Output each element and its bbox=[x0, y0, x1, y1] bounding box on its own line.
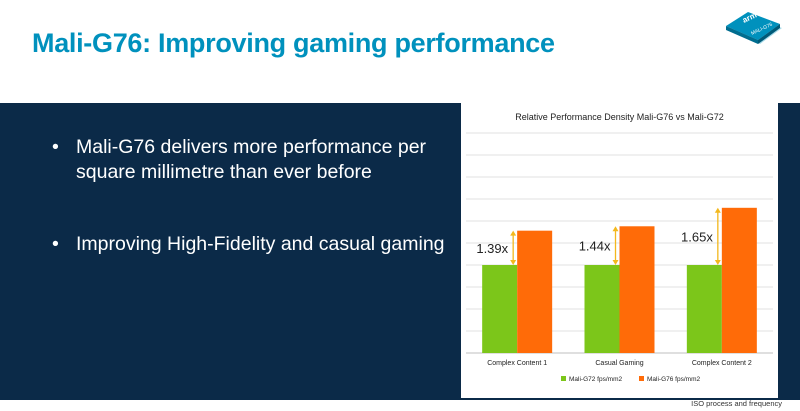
legend-swatch-g72 bbox=[561, 376, 566, 381]
ratio-arrowhead-bottom-2 bbox=[612, 260, 619, 265]
ratio-label-3: 1.65x bbox=[681, 229, 713, 244]
bar-g72-3 bbox=[686, 265, 722, 353]
bar-g76-2 bbox=[619, 226, 655, 353]
category-label-2: Casual Gaming bbox=[595, 360, 643, 367]
bar-g72-2 bbox=[584, 265, 620, 353]
bar-g76-3 bbox=[721, 207, 757, 353]
bullet-item-1: Mali-G76 delivers more performance per s… bbox=[52, 135, 452, 185]
ratio-label-2: 1.44x bbox=[579, 239, 611, 254]
ratio-arrowhead-bottom-3 bbox=[714, 260, 721, 265]
bar-chart: 1.39x Complex Content 1 1.44x Casual Gaming… bbox=[466, 132, 773, 383]
ratio-arrowhead-bottom-1 bbox=[510, 260, 517, 265]
footnote: ISO process and frequency bbox=[691, 399, 782, 408]
ratio-arrowhead-top-3 bbox=[714, 207, 721, 213]
chart-title: Relative Performance Density Mali-G76 vs… bbox=[515, 112, 724, 122]
ratio-arrowhead-top-1 bbox=[510, 230, 517, 236]
chart-container: Relative Performance Density Mali-G76 vs… bbox=[461, 103, 778, 398]
slide-header: Mali-G76: Improving gaming performance a… bbox=[0, 0, 800, 103]
slide-title: Mali-G76: Improving gaming performance bbox=[32, 28, 555, 58]
category-label-3: Complex Content 2 bbox=[692, 360, 752, 367]
arm-logo: arm MALI-G76 bbox=[726, 10, 782, 44]
legend-label-g76: Mali-G76 fps/mm2 bbox=[647, 376, 700, 383]
bar-g76-1 bbox=[517, 230, 553, 353]
bullet-list: Mali-G76 delivers more performance per s… bbox=[52, 135, 452, 304]
ratio-arrowhead-top-2 bbox=[612, 226, 619, 232]
category-label-1: Complex Content 1 bbox=[487, 360, 547, 367]
bullet-item-2: Improving High-Fidelity and casual gamin… bbox=[52, 232, 452, 257]
ratio-label-1: 1.39x bbox=[476, 241, 508, 256]
legend-label-g72: Mali-G72 fps/mm2 bbox=[569, 376, 622, 383]
bar-g72-1 bbox=[482, 265, 518, 353]
legend-swatch-g76 bbox=[639, 376, 644, 381]
